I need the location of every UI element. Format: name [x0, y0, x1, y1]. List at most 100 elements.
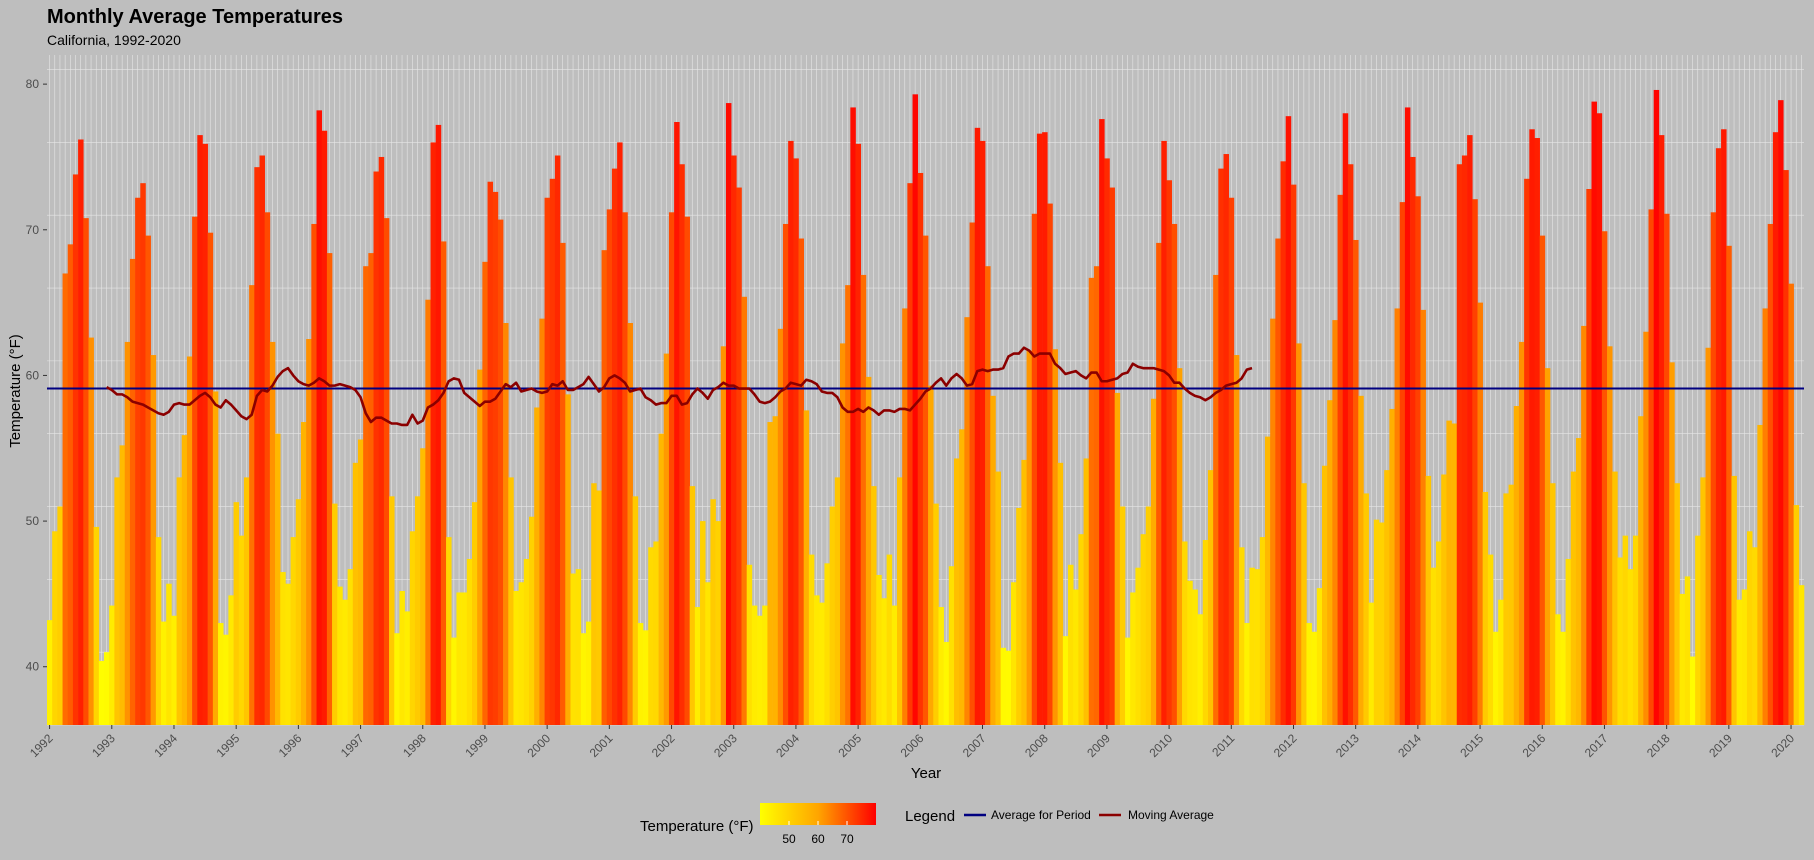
bar: [104, 652, 110, 725]
bar: [1104, 158, 1110, 725]
bar: [1653, 89, 1660, 725]
bar: [539, 318, 545, 725]
bar: [202, 143, 208, 726]
bar: [295, 499, 302, 725]
bar: [342, 599, 348, 725]
bar: [1213, 274, 1219, 725]
bar: [1135, 567, 1141, 725]
bar: [456, 592, 462, 725]
x-tick-label: 2004: [773, 731, 802, 760]
bar: [622, 212, 628, 726]
bar: [591, 483, 597, 725]
bar: [917, 172, 924, 726]
bar: [1042, 132, 1048, 725]
bar: [119, 445, 126, 725]
bar: [803, 410, 810, 725]
bar: [544, 197, 551, 726]
legend: Temperature (°F) 50 60 70 Legend Average f…: [640, 803, 1214, 846]
bar: [648, 547, 654, 725]
bar: [1446, 420, 1452, 725]
bar: [1503, 493, 1509, 725]
bar: [1534, 138, 1540, 725]
bar: [1394, 308, 1401, 725]
bar: [171, 615, 177, 725]
bar: [1472, 199, 1478, 725]
bar: [218, 623, 224, 725]
bar: [876, 574, 882, 725]
x-tick-label: 2018: [1644, 731, 1673, 760]
bar: [1197, 614, 1204, 725]
bar: [995, 471, 1001, 725]
bar: [1249, 567, 1255, 725]
bar: [985, 266, 991, 725]
bar: [1296, 343, 1302, 725]
bar: [1467, 135, 1473, 726]
bar: [311, 223, 317, 725]
bar: [1031, 213, 1038, 725]
bar: [1778, 100, 1784, 725]
bar: [860, 274, 867, 725]
x-tick-label: 1999: [462, 731, 491, 760]
bar: [746, 564, 753, 725]
bar: [1021, 459, 1027, 725]
bar: [166, 583, 172, 725]
bar: [145, 235, 151, 726]
bar: [1347, 164, 1354, 726]
bar: [1290, 184, 1297, 725]
bar: [332, 503, 338, 725]
bar: [1601, 231, 1608, 726]
y-axis: 40 50 60 70 80: [26, 77, 47, 674]
bar: [1617, 557, 1623, 725]
x-tick-label: 2007: [960, 731, 989, 760]
bar: [1275, 238, 1281, 725]
bar: [1793, 505, 1800, 725]
bar: [83, 218, 89, 725]
bar: [223, 634, 229, 725]
x-tick-label: 1992: [27, 731, 56, 760]
bar: [446, 537, 452, 725]
bar: [435, 124, 442, 725]
bar: [321, 130, 328, 726]
bar: [1607, 346, 1613, 725]
bar: [1493, 631, 1499, 725]
bar: [181, 435, 188, 725]
bar: [316, 110, 322, 726]
bar: [1700, 477, 1706, 725]
bar: [1264, 436, 1271, 725]
x-tick-label: 2014: [1395, 731, 1424, 760]
bar: [1384, 470, 1390, 725]
bar: [394, 633, 400, 725]
bar: [1207, 470, 1214, 725]
bar: [140, 183, 146, 726]
bar: [632, 496, 639, 725]
bar: [560, 242, 566, 725]
bar: [1436, 541, 1442, 725]
bar: [1586, 189, 1592, 725]
bar: [228, 595, 234, 725]
bar: [347, 569, 354, 725]
bar: [1166, 180, 1172, 725]
x-tick-label: 2006: [898, 731, 927, 760]
bar: [129, 258, 136, 725]
bar: [72, 174, 79, 725]
x-axis: 1992 1993 1994 1995 1996 1997 1998 1999 2000 2001…: [27, 725, 1797, 760]
bar: [238, 535, 245, 725]
bar: [891, 605, 898, 725]
x-tick-label: 2010: [1146, 731, 1175, 760]
x-tick-label: 2011: [1209, 731, 1237, 759]
legend-label-average: Average for Period: [991, 808, 1091, 822]
bar: [1404, 107, 1411, 726]
bar: [466, 558, 473, 725]
bar: [1487, 554, 1494, 725]
bar: [243, 477, 250, 725]
bar: [326, 253, 333, 725]
chart-title: Monthly Average Temperatures: [47, 6, 343, 28]
bar: [549, 178, 556, 726]
bar: [1415, 196, 1421, 725]
bar: [938, 607, 944, 725]
bar: [767, 422, 773, 725]
bar: [964, 317, 970, 725]
bar: [788, 140, 794, 725]
bar: [135, 197, 141, 726]
bar: [337, 586, 343, 725]
